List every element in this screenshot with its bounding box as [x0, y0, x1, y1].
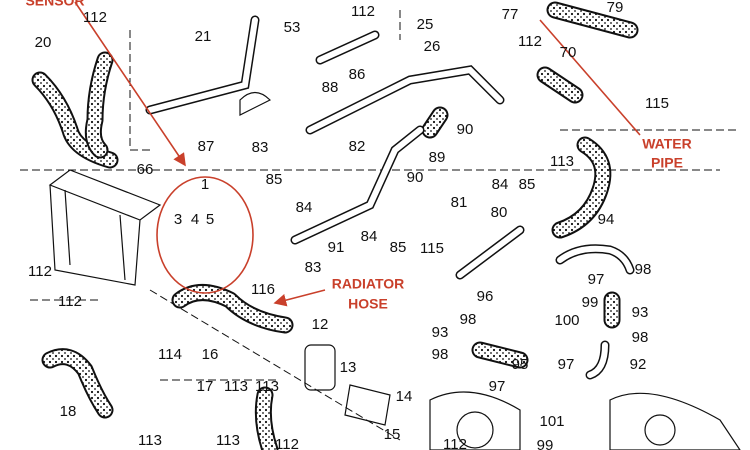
part-callout: 113 — [138, 432, 162, 449]
part-callout: 113 — [216, 432, 240, 449]
part-callout: 5 — [206, 211, 214, 228]
part-callout: 90 — [407, 169, 424, 186]
part-callout: 66 — [137, 161, 154, 178]
part-callout: 14 — [396, 388, 413, 405]
part-callout: 85 — [390, 239, 407, 256]
part-callout: 82 — [349, 138, 366, 155]
part-callout: 112 — [443, 436, 467, 450]
part-callout: 113 — [550, 153, 574, 170]
part-callout: 89 — [429, 149, 446, 166]
part-callout: 12 — [312, 316, 329, 333]
part-callout: 101 — [539, 413, 564, 430]
part-callout: 25 — [417, 16, 434, 33]
part-callout: 97 — [489, 378, 506, 395]
part-callout: 112 — [518, 33, 542, 50]
part-callout: 70 — [560, 44, 577, 61]
part-callout: 93 — [432, 324, 449, 341]
part-callout: 15 — [384, 426, 401, 443]
part-callout: 98 — [635, 261, 652, 278]
part-callout: 98 — [432, 346, 449, 363]
part-callout: 13 — [340, 359, 357, 376]
part-callout: 26 — [424, 38, 441, 55]
part-callout: 84 — [361, 228, 378, 245]
part-callout: 99 — [537, 437, 554, 450]
part-callout: 21 — [195, 28, 212, 45]
part-callout: 96 — [477, 288, 494, 305]
annotation: HOSE — [348, 296, 388, 312]
part-callout: 84 — [296, 199, 313, 216]
part-callout: 112 — [275, 436, 299, 450]
part-callout: 1 — [201, 176, 209, 193]
part-callout: 94 — [598, 211, 615, 228]
part-callout: 112 — [58, 293, 82, 310]
part-callout: 87 — [198, 138, 215, 155]
part-callout: 115 — [420, 240, 444, 257]
part-callout: 93 — [632, 304, 649, 321]
part-callout: 112 — [28, 263, 52, 280]
part-callout: 98 — [632, 329, 649, 346]
part-callout: 98 — [460, 311, 477, 328]
part-callout: 113 — [255, 378, 279, 395]
part-callout: 95 — [512, 356, 529, 373]
part-callout: 4 — [191, 211, 199, 228]
part-callout: 116 — [251, 281, 275, 298]
part-callout: 18 — [60, 403, 77, 420]
part-callout: 112 — [351, 3, 375, 20]
part-callout: 90 — [457, 121, 474, 138]
part-callout: 3 — [174, 211, 182, 228]
part-callout: 112 — [83, 9, 107, 26]
part-callout: 53 — [284, 19, 301, 36]
part-callout: 97 — [558, 356, 575, 373]
part-callout: 17 — [197, 378, 214, 395]
part-callout: 83 — [252, 139, 269, 156]
part-callout: 97 — [588, 271, 605, 288]
part-callout: 16 — [202, 346, 219, 363]
part-callout: 20 — [35, 34, 52, 51]
part-callout: 115 — [645, 95, 669, 112]
part-callout: 81 — [451, 194, 468, 211]
part-callout: 99 — [582, 294, 599, 311]
part-callout: 83 — [305, 259, 322, 276]
part-callout: 79 — [607, 0, 624, 16]
part-callout: 86 — [349, 66, 366, 83]
drawing — [20, 1, 741, 450]
part-callout: 88 — [322, 79, 339, 96]
part-callout: 91 — [328, 239, 345, 256]
part-callout: 85 — [266, 171, 283, 188]
part-callout: 85 — [519, 176, 536, 193]
annotation: PIPE — [651, 155, 683, 171]
part-callout: 114 — [158, 346, 182, 363]
part-callout: 113 — [224, 378, 248, 395]
part-callout: 92 — [630, 356, 647, 373]
part-callout: 100 — [554, 312, 579, 329]
part-callout: 80 — [491, 204, 508, 221]
part-callout: 77 — [502, 6, 519, 23]
part-callout: 84 — [492, 176, 509, 193]
annotation: RADIATOR — [332, 276, 405, 292]
annotation: SENSOR — [25, 0, 84, 9]
annotation: WATER — [642, 136, 692, 152]
